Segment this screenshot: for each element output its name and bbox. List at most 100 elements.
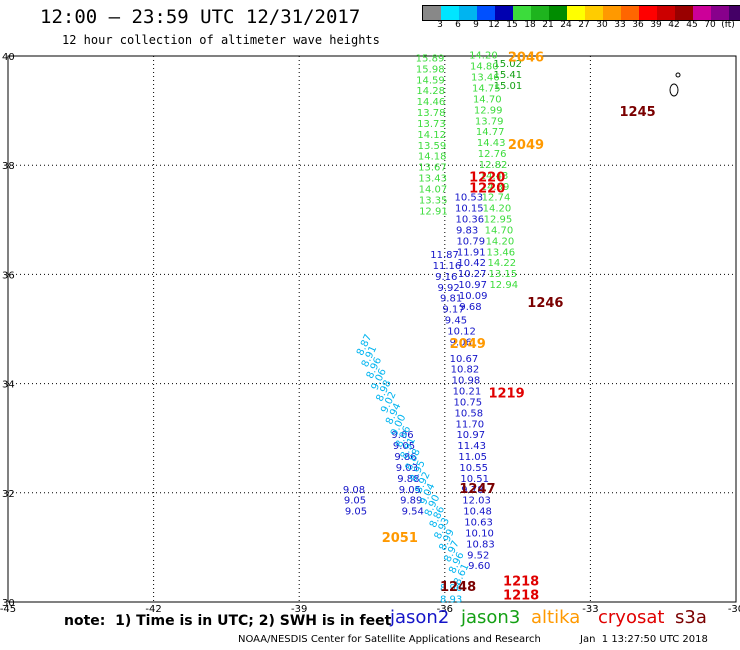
wave-height-value: 11.70 xyxy=(455,419,484,430)
track-jason3-west: 15.8915.9814.5914.2814.4613.7813.7314.12… xyxy=(416,53,448,217)
latitude-label: 30 xyxy=(2,598,15,609)
color-swatch xyxy=(711,6,729,20)
island-outline xyxy=(669,72,681,97)
wave-height-value: 13.46 xyxy=(471,73,500,84)
wave-height-value: 14.80 xyxy=(470,62,499,73)
pass-time: 1220 xyxy=(469,182,505,197)
longitude-label: -33 xyxy=(582,604,598,615)
wave-height-value: 14.12 xyxy=(417,130,446,141)
pass-time: 1245 xyxy=(620,105,656,120)
wave-height-value: 12.76 xyxy=(478,149,507,160)
axis-labels: -45 -42 -39 -36 -33 -30 40 38 36 34 32 30 xyxy=(0,52,740,615)
track-s3a-cyan: 8.878.918.969.068.989.028.949.008.968.91… xyxy=(355,333,471,587)
wave-height-value: 9.03 xyxy=(396,463,418,474)
pass-time: 1219 xyxy=(488,386,524,401)
track-s3a-cyan-b: 8.968.93 xyxy=(440,583,462,605)
pass-time: 1247 xyxy=(459,482,495,497)
wave-height-value: 11.87 xyxy=(430,250,459,261)
wave-height-value: 12.95 xyxy=(484,215,513,226)
color-scale-label: 24 xyxy=(560,20,572,30)
wave-height-value: 10.09 xyxy=(459,291,488,302)
longitude-label: -30 xyxy=(728,604,740,615)
wave-height-value: 9.05 xyxy=(345,507,367,518)
color-scale-label: 12 xyxy=(488,20,500,30)
color-scale-label: 33 xyxy=(614,20,626,30)
wave-height-value: 14.43 xyxy=(477,138,506,149)
legend-jason2: jason2 xyxy=(390,607,450,628)
color-swatch xyxy=(459,6,477,20)
legend-cryosat: cryosat xyxy=(598,607,665,628)
longitude-label: -39 xyxy=(291,604,307,615)
wave-height-value: 10.48 xyxy=(463,507,492,518)
wave-height-value: 13.67 xyxy=(418,163,447,174)
track-jason2-a: 10.5310.1510.369.8310.7911.9110.4210.271… xyxy=(455,193,488,313)
pass-time: 2049 xyxy=(450,337,486,352)
longitude-label: -36 xyxy=(437,604,453,615)
wave-height-value: 14.20 xyxy=(469,51,498,62)
wave-height-value: 14.20 xyxy=(486,236,515,247)
pass-time: 1218 xyxy=(503,575,539,590)
wave-height-value: 12.91 xyxy=(419,206,448,217)
wave-height-value: 10.67 xyxy=(450,354,479,365)
color-scale-label: 6 xyxy=(455,20,461,30)
wave-height-value: 14.70 xyxy=(485,225,514,236)
color-swatch xyxy=(513,6,531,20)
legend-jason3: jason3 xyxy=(461,607,521,628)
color-scale-label: 70 xyxy=(704,20,716,30)
color-scale-label: 15 xyxy=(506,20,518,30)
color-swatch xyxy=(729,6,740,20)
pass-time: 1248 xyxy=(440,580,476,595)
wave-height-value: 10.98 xyxy=(452,376,481,387)
wave-height-value: 15.02 xyxy=(493,59,522,70)
wave-height-value: 14.20 xyxy=(483,204,512,215)
color-swatch xyxy=(693,6,711,20)
wave-height-value: 10.15 xyxy=(455,204,484,215)
color-scale-labels: 3 6 9 12 15 18 21 24 27 30 33 36 39 42 45 70 (ft) xyxy=(422,20,735,32)
wave-height-value: 12.94 xyxy=(489,280,518,291)
wave-height-value: 9.45 xyxy=(445,316,467,327)
color-scale-label: 21 xyxy=(542,20,554,30)
color-swatch xyxy=(567,6,585,20)
wave-height-value: 12.99 xyxy=(474,105,503,116)
wave-height-value: 9.06 xyxy=(450,337,472,348)
color-swatch xyxy=(441,6,459,20)
color-scale-label: 45 xyxy=(686,20,698,30)
pass-time: 1246 xyxy=(527,296,563,311)
wave-height-value: 10.82 xyxy=(451,365,480,376)
wave-height-value: 14.70 xyxy=(473,94,502,105)
wave-height-value: 10.55 xyxy=(459,463,488,474)
wave-height-value: 13.15 xyxy=(488,269,517,280)
color-swatch xyxy=(477,6,495,20)
wave-height-value: 13.73 xyxy=(417,119,446,130)
wave-height-value: 11.05 xyxy=(458,452,487,463)
wave-height-value: 9.60 xyxy=(468,561,490,572)
wave-height-value: 12.82 xyxy=(479,160,508,171)
pass-time: 2049 xyxy=(508,138,544,153)
wave-height-value: 10.21 xyxy=(453,387,482,398)
wave-height-value: 10.27 xyxy=(458,269,487,280)
wave-height-value: 13.35 xyxy=(419,195,448,206)
altimeter-tracks: 15.8915.9814.5914.2814.4613.7813.7314.12… xyxy=(343,51,522,606)
color-scale-label: 27 xyxy=(578,20,590,30)
wave-height-value: 9.05 xyxy=(393,441,415,452)
color-swatch xyxy=(639,6,657,20)
color-scale-label: 39 xyxy=(650,20,662,30)
latitude-label: 38 xyxy=(2,161,15,172)
wave-height-value: 14.28 xyxy=(416,86,445,97)
wave-height-value: 14.18 xyxy=(418,152,447,163)
latitude-label: 32 xyxy=(2,489,15,500)
track-jason2-d: 9.069.059.869.039.889.059.899.54 xyxy=(391,430,423,517)
wave-height-value: 9.81 xyxy=(440,294,462,305)
latitude-label: 34 xyxy=(2,380,15,391)
wave-height-value: 9.08 xyxy=(343,485,365,496)
map-subtitle: 12 hour collection of altimeter wave hei… xyxy=(62,33,380,47)
latitude-label: 36 xyxy=(2,270,15,281)
wave-height-value: 9.83 xyxy=(456,225,478,236)
wave-height-value: 15.01 xyxy=(494,81,523,92)
wave-height-value: 9.89 xyxy=(400,496,422,507)
map-title: 12:00 – 23:59 UTC 12/31/2017 xyxy=(40,6,361,28)
color-scale-label: (ft) xyxy=(721,20,735,30)
color-scale-bar xyxy=(422,5,740,21)
